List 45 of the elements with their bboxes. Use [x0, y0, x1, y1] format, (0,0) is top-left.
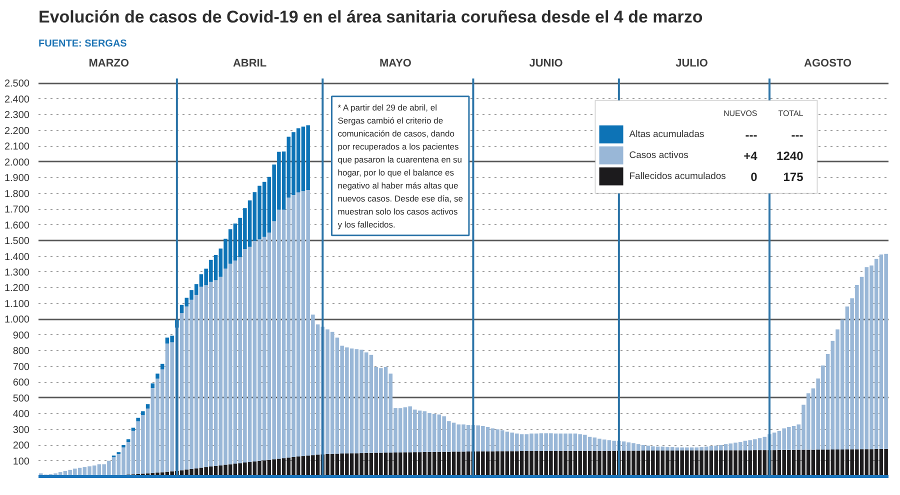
x-tick-label: AGOSTO: [804, 58, 852, 70]
y-tick-label: 1.400: [4, 252, 30, 263]
annotation: +4: [744, 148, 758, 163]
chart-title: Evolución de casos de Covid-19 en el área sanitaria coruñesa desde el 4 de marzo: [38, 8, 703, 26]
y-tick-label: 1.800: [4, 188, 30, 200]
y-tick-label: 2.300: [4, 110, 30, 122]
y-tick-label: 200: [12, 440, 30, 452]
x-tick-label: MARZO: [88, 58, 130, 70]
x-tick-label: JULIO: [676, 58, 708, 70]
annotation: 175: [783, 170, 804, 184]
x-tick-label: ABRIL: [232, 58, 267, 70]
y-tick-label: 1.600: [4, 220, 30, 232]
y-tick-label: 300: [12, 424, 30, 436]
annotation: TOTAL: [778, 108, 804, 118]
y-tick-label: 1.000: [4, 314, 30, 326]
legend-label: Casos activos: [629, 150, 689, 161]
annotation: 1240: [776, 148, 804, 163]
y-tick-label: 2.500: [4, 78, 30, 90]
y-tick-label: 900: [12, 330, 30, 342]
x-tick-label: JUNIO: [529, 58, 564, 70]
chart-subtitle: FUENTE: SERGAS: [38, 38, 128, 50]
annotation: 0: [750, 170, 758, 184]
y-tick-label: 1.700: [4, 204, 30, 216]
x-tick-label: MAYO: [380, 58, 412, 70]
y-tick-label: 2.100: [4, 142, 30, 153]
y-tick-label: 500: [12, 393, 30, 404]
y-tick-label: 800: [12, 346, 30, 358]
y-tick-label: 2.200: [4, 126, 30, 137]
y-tick-label: 700: [12, 362, 30, 373]
y-tick-label: 1.300: [4, 267, 30, 278]
y-tick-label: 1.500: [4, 236, 30, 248]
y-tick-label: 2.000: [4, 157, 30, 168]
y-tick-label: 600: [12, 378, 30, 389]
y-tick-label: 1.200: [4, 283, 30, 294]
y-tick-label: 1.900: [4, 173, 30, 184]
legend-label: Altas acumuladas: [629, 128, 704, 140]
annotation: ---: [791, 128, 804, 142]
legend-label: Fallecidos acumulados: [629, 170, 726, 182]
y-tick-label: 1.100: [4, 298, 30, 310]
y-tick-label: 100: [12, 456, 30, 468]
annotation: NUEVOS: [723, 108, 758, 118]
y-tick-label: 2.400: [4, 94, 30, 106]
annotation: ---: [745, 128, 758, 142]
text: * A partir del 29 de abril, el Sergas cambió el criterio de comunicación de casos, dando por recuperados a los pacientes que pasaron la cuarentena en su hogar, por lo que el balance es negativo al haber más altas que nuevos casos. Desde ese día, se muestran solo los casos activos y los fallecidos.: [338, 102, 463, 230]
y-tick-label: 400: [12, 409, 30, 420]
